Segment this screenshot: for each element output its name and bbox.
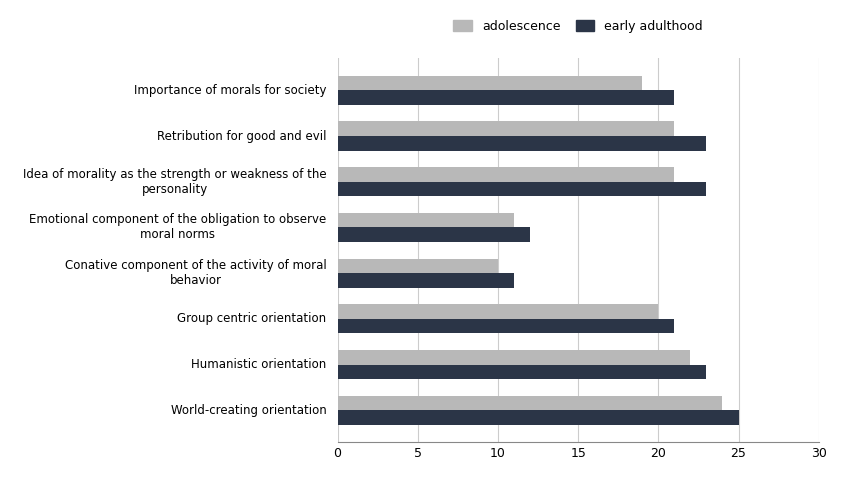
Bar <box>338 273 514 288</box>
Bar <box>338 136 706 151</box>
Bar <box>338 410 738 425</box>
Bar <box>338 259 498 273</box>
Bar <box>338 396 722 410</box>
Bar <box>338 76 642 90</box>
Bar <box>338 182 706 196</box>
Bar <box>338 167 674 182</box>
Bar <box>338 304 658 319</box>
Bar <box>338 319 674 333</box>
Bar <box>338 90 674 105</box>
Bar <box>338 350 690 364</box>
Legend: adolescence, early adulthood: adolescence, early adulthood <box>448 15 708 37</box>
Bar <box>338 213 514 227</box>
Bar <box>338 122 674 136</box>
Bar <box>338 364 706 379</box>
Bar <box>338 227 530 242</box>
